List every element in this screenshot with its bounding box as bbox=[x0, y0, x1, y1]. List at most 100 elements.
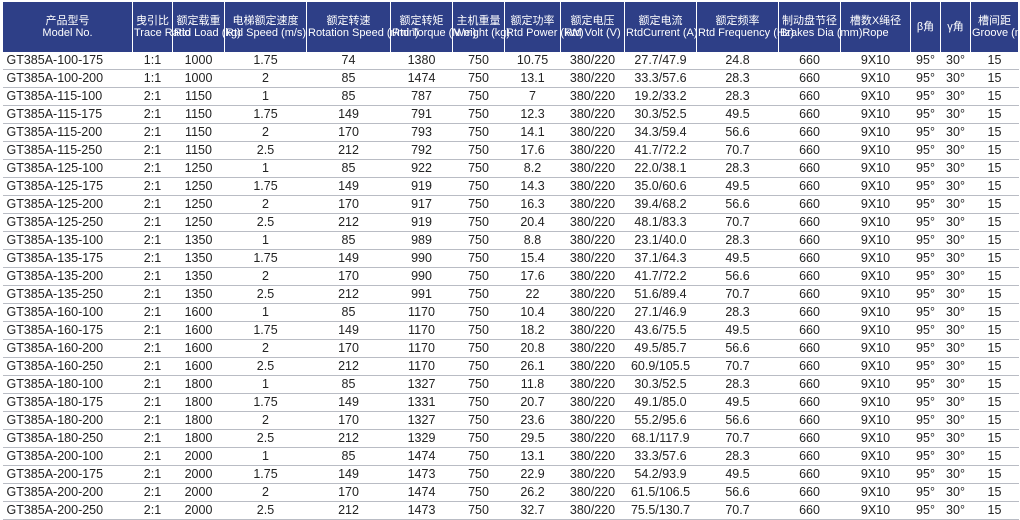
table-cell: 660 bbox=[778, 105, 841, 124]
table-cell: 660 bbox=[778, 249, 841, 268]
table-row: GT385A-180-200 2:1 1800 2 170 1327 750 23.6 380/… bbox=[2, 411, 1019, 430]
model-cell: GT385A-125-175 bbox=[2, 177, 133, 196]
table-cell: 1.75 bbox=[224, 249, 307, 268]
model-cell: GT385A-100-200 bbox=[2, 69, 133, 88]
table-cell: 9X10 bbox=[840, 285, 911, 304]
table-cell: 28.3 bbox=[696, 87, 779, 106]
table-row: GT385A-200-100 2:1 2000 1 85 1474 750 13.1 380/2… bbox=[2, 447, 1019, 466]
table-cell: 30° bbox=[940, 321, 971, 340]
table-cell: 8.8 bbox=[504, 231, 561, 250]
table-cell: 660 bbox=[778, 501, 841, 520]
table-cell: 1600 bbox=[172, 357, 225, 376]
model-cell: GT385A-115-100 bbox=[2, 87, 133, 106]
table-cell: 212 bbox=[306, 429, 391, 448]
table-cell: 30° bbox=[940, 303, 971, 322]
table-cell: 15 bbox=[970, 339, 1019, 358]
table-cell: 380/220 bbox=[560, 447, 625, 466]
table-cell: 170 bbox=[306, 195, 391, 214]
table-cell: 15 bbox=[970, 303, 1019, 322]
column-header-cn: β角 bbox=[916, 21, 935, 33]
table-row: GT385A-115-200 2:1 1150 2 170 793 750 14.1 380/2… bbox=[2, 123, 1019, 142]
table-cell: 1 bbox=[224, 159, 307, 178]
table-cell: 380/220 bbox=[560, 375, 625, 394]
table-cell: 1250 bbox=[172, 195, 225, 214]
table-cell: 2000 bbox=[172, 465, 225, 484]
table-cell: 49.5 bbox=[696, 321, 779, 340]
table-cell: 49.5 bbox=[696, 249, 779, 268]
table-cell: 1800 bbox=[172, 429, 225, 448]
table-row: GT385A-115-175 2:1 1150 1.75 149 791 750 12.3 38… bbox=[2, 105, 1019, 124]
column-header-en: Model No. bbox=[42, 27, 93, 39]
table-cell: 15 bbox=[970, 159, 1019, 178]
table-cell: 1329 bbox=[390, 429, 453, 448]
table-cell: 660 bbox=[778, 375, 841, 394]
table-cell: 380/220 bbox=[560, 429, 625, 448]
table-cell: 1150 bbox=[172, 105, 225, 124]
table-cell: 2.5 bbox=[224, 141, 307, 160]
table-cell: 95° bbox=[910, 483, 941, 502]
table-cell: 70.7 bbox=[696, 285, 779, 304]
table-cell: 56.6 bbox=[696, 339, 779, 358]
table-cell: 380/220 bbox=[560, 393, 625, 412]
column-header-en: Rtd Speed (m/s) bbox=[226, 27, 307, 39]
table-cell: 1000 bbox=[172, 52, 225, 70]
table-cell: 56.6 bbox=[696, 123, 779, 142]
table-cell: 1473 bbox=[390, 465, 453, 484]
table-cell: 1327 bbox=[390, 411, 453, 430]
table-cell: 49.5 bbox=[696, 393, 779, 412]
table-cell: 750 bbox=[452, 141, 505, 160]
table-cell: 919 bbox=[390, 177, 453, 196]
table-cell: 750 bbox=[452, 501, 505, 520]
table-cell: 660 bbox=[778, 303, 841, 322]
table-cell: 1.75 bbox=[224, 177, 307, 196]
table-cell: 95° bbox=[910, 429, 941, 448]
model-cell: GT385A-200-100 bbox=[2, 447, 133, 466]
model-cell: GT385A-160-250 bbox=[2, 357, 133, 376]
table-cell: 1474 bbox=[390, 69, 453, 88]
table-cell: 27.1/46.9 bbox=[624, 303, 697, 322]
table-cell: 1.75 bbox=[224, 465, 307, 484]
table-cell: 9X10 bbox=[840, 429, 911, 448]
column-header-cn: 产品型号 bbox=[45, 15, 90, 27]
table-cell: 380/220 bbox=[560, 411, 625, 430]
column-header-cn: 槽间距 bbox=[978, 15, 1011, 27]
table-cell: 170 bbox=[306, 339, 391, 358]
table-cell: 70.7 bbox=[696, 357, 779, 376]
table-cell: 9X10 bbox=[840, 501, 911, 520]
table-cell: 61.5/106.5 bbox=[624, 483, 697, 502]
column-header-cn: 额定电流 bbox=[638, 15, 683, 27]
model-cell: GT385A-135-100 bbox=[2, 231, 133, 250]
model-cell: GT385A-180-250 bbox=[2, 429, 133, 448]
table-row: GT385A-180-250 2:1 1800 2.5 212 1329 750 29.5 38… bbox=[2, 429, 1019, 448]
table-cell: 9X10 bbox=[840, 52, 911, 70]
column-header: 额定转速 Rotation Speed (r/min) bbox=[306, 2, 419, 52]
table-cell: 380/220 bbox=[560, 465, 625, 484]
table-cell: 2000 bbox=[172, 483, 225, 502]
table-cell: 2.5 bbox=[224, 501, 307, 520]
table-cell: 19.2/33.2 bbox=[624, 87, 697, 106]
table-cell: 149 bbox=[306, 249, 391, 268]
table-cell: 2:1 bbox=[132, 285, 173, 304]
column-header-cn: 制动盘节径 bbox=[782, 15, 837, 27]
model-cell: GT385A-115-250 bbox=[2, 141, 133, 160]
table-cell: 380/220 bbox=[560, 69, 625, 88]
table-cell: 919 bbox=[390, 213, 453, 232]
table-cell: 43.6/75.5 bbox=[624, 321, 697, 340]
column-header-cn: 额定频率 bbox=[715, 15, 760, 27]
table-cell: 380/220 bbox=[560, 105, 625, 124]
table-cell: 660 bbox=[778, 357, 841, 376]
table-cell: 380/220 bbox=[560, 159, 625, 178]
table-cell: 1.75 bbox=[224, 393, 307, 412]
table-cell: 750 bbox=[452, 177, 505, 196]
table-cell: 990 bbox=[390, 267, 453, 286]
column-header-en: Rtd Volt (V) bbox=[564, 27, 621, 39]
table-cell: 22.0/38.1 bbox=[624, 159, 697, 178]
table-cell: 9X10 bbox=[840, 393, 911, 412]
table-cell: 149 bbox=[306, 105, 391, 124]
table-cell: 20.4 bbox=[504, 213, 561, 232]
table-cell: 1350 bbox=[172, 231, 225, 250]
table-cell: 30° bbox=[940, 213, 971, 232]
table-cell: 15 bbox=[970, 483, 1019, 502]
table-cell: 15 bbox=[970, 195, 1019, 214]
